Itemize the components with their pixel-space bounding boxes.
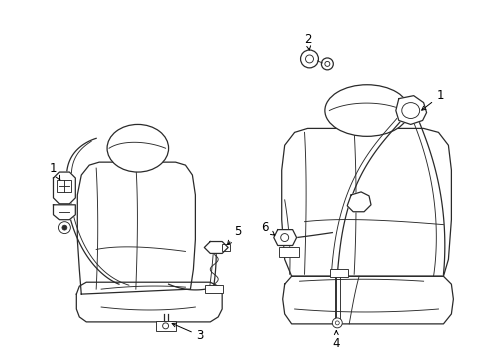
Circle shape: [321, 58, 333, 70]
Bar: [155, 321, 175, 331]
Polygon shape: [395, 96, 426, 125]
Polygon shape: [76, 282, 222, 322]
Ellipse shape: [107, 125, 168, 172]
Text: 3: 3: [172, 323, 203, 342]
Circle shape: [300, 50, 318, 68]
Polygon shape: [273, 230, 296, 246]
Circle shape: [335, 321, 339, 325]
Text: 6: 6: [261, 221, 274, 235]
Text: 1: 1: [50, 162, 60, 180]
Circle shape: [305, 55, 313, 63]
Polygon shape: [281, 129, 450, 276]
Circle shape: [62, 225, 67, 230]
Ellipse shape: [324, 85, 408, 136]
Circle shape: [59, 222, 70, 234]
Text: 4: 4: [332, 331, 339, 350]
Polygon shape: [282, 276, 452, 324]
Polygon shape: [53, 172, 75, 204]
Bar: [330, 269, 347, 277]
Polygon shape: [77, 162, 195, 294]
Bar: [57, 180, 71, 192]
Text: 2: 2: [303, 33, 311, 50]
Text: 1: 1: [421, 89, 443, 110]
Ellipse shape: [401, 103, 419, 118]
Text: 5: 5: [227, 225, 241, 244]
Circle shape: [280, 234, 288, 242]
Circle shape: [324, 62, 329, 66]
Bar: [278, 247, 298, 257]
Circle shape: [163, 323, 168, 329]
Polygon shape: [204, 242, 228, 253]
Polygon shape: [346, 192, 370, 212]
Circle shape: [332, 318, 342, 328]
Bar: [205, 285, 223, 293]
Polygon shape: [53, 205, 75, 220]
Bar: [222, 244, 230, 251]
